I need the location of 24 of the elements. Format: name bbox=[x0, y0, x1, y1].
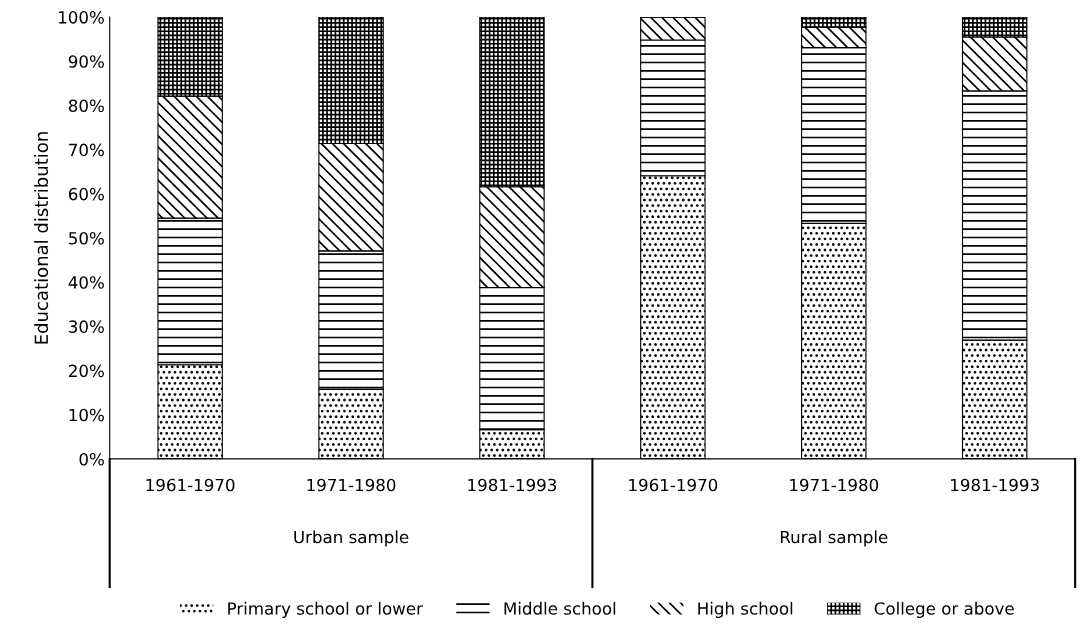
y-axis-title: Educational distribution bbox=[34, 132, 49, 344]
legend-label: Middle school bbox=[504, 601, 616, 615]
y-tick-label: 70% bbox=[69, 143, 104, 157]
y-tick-label: 40% bbox=[68, 276, 104, 289]
y-tick-label: 100% bbox=[59, 11, 104, 24]
y-tick-label: 10% bbox=[69, 408, 104, 422]
x-tick-label: 1981-1993 bbox=[468, 478, 557, 492]
legend-label: High school bbox=[698, 601, 793, 618]
x-tick-label: 1971-1980 bbox=[790, 478, 879, 492]
legend-label: Primary school or lower bbox=[228, 601, 423, 618]
legend-label: College or above bbox=[874, 601, 1014, 618]
x-tick-label: 1981-1993 bbox=[951, 478, 1039, 492]
y-tick-label: 0% bbox=[79, 452, 104, 466]
y-tick-label: 30% bbox=[69, 320, 104, 333]
y-tick-label: 80% bbox=[68, 99, 104, 113]
text: Urban sample bbox=[294, 530, 409, 547]
x-tick-label: 1961-1970 bbox=[629, 478, 718, 492]
text: Rural sample bbox=[780, 530, 888, 547]
x-tick-label: 1961-1970 bbox=[146, 478, 235, 492]
y-tick-label: 50% bbox=[69, 231, 104, 245]
y-tick-label: 60% bbox=[68, 187, 104, 201]
y-tick-label: 20% bbox=[69, 364, 104, 378]
x-tick-label: 1971-1980 bbox=[307, 478, 396, 492]
y-tick-label: 90% bbox=[68, 55, 104, 68]
